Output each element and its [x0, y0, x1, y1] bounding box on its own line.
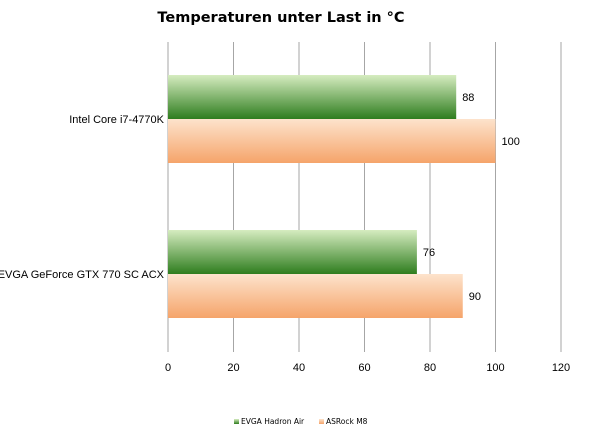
legend: EVGA Hadron Air ASRock M8: [234, 417, 368, 426]
x-tick-label: 60: [358, 362, 370, 374]
category-label: Intel Core i7-4770K: [69, 114, 164, 126]
legend-swatch: [319, 419, 324, 424]
bar-evga-hadron-air: [168, 75, 457, 119]
legend-swatch: [234, 419, 239, 424]
data-label: 100: [502, 136, 520, 148]
legend-label: EVGA Hadron Air: [241, 417, 305, 426]
bar-evga-hadron-air: [168, 230, 417, 274]
data-label: 76: [423, 247, 435, 259]
category-label: EVGA GeForce GTX 770 SC ACX: [0, 269, 165, 281]
x-tick-label: 120: [552, 362, 570, 374]
data-label: 90: [469, 291, 481, 303]
x-tick-label: 80: [424, 362, 436, 374]
bars: [168, 75, 496, 318]
legend-label: ASRock M8: [326, 417, 368, 426]
x-tick-label: 20: [227, 362, 239, 374]
bar-asrock-m8: [168, 119, 496, 163]
x-tick-label: 40: [293, 362, 305, 374]
labels: 0 20 40 60 80 100 120 88 100 Intel Core i7-4770K 7…: [0, 92, 570, 374]
chart-title: Temperaturen unter Last in °C: [157, 10, 404, 26]
data-label: 88: [462, 92, 474, 104]
x-tick-label: 0: [165, 362, 171, 374]
bar-asrock-m8: [168, 274, 463, 318]
x-tick-label: 100: [486, 362, 504, 374]
